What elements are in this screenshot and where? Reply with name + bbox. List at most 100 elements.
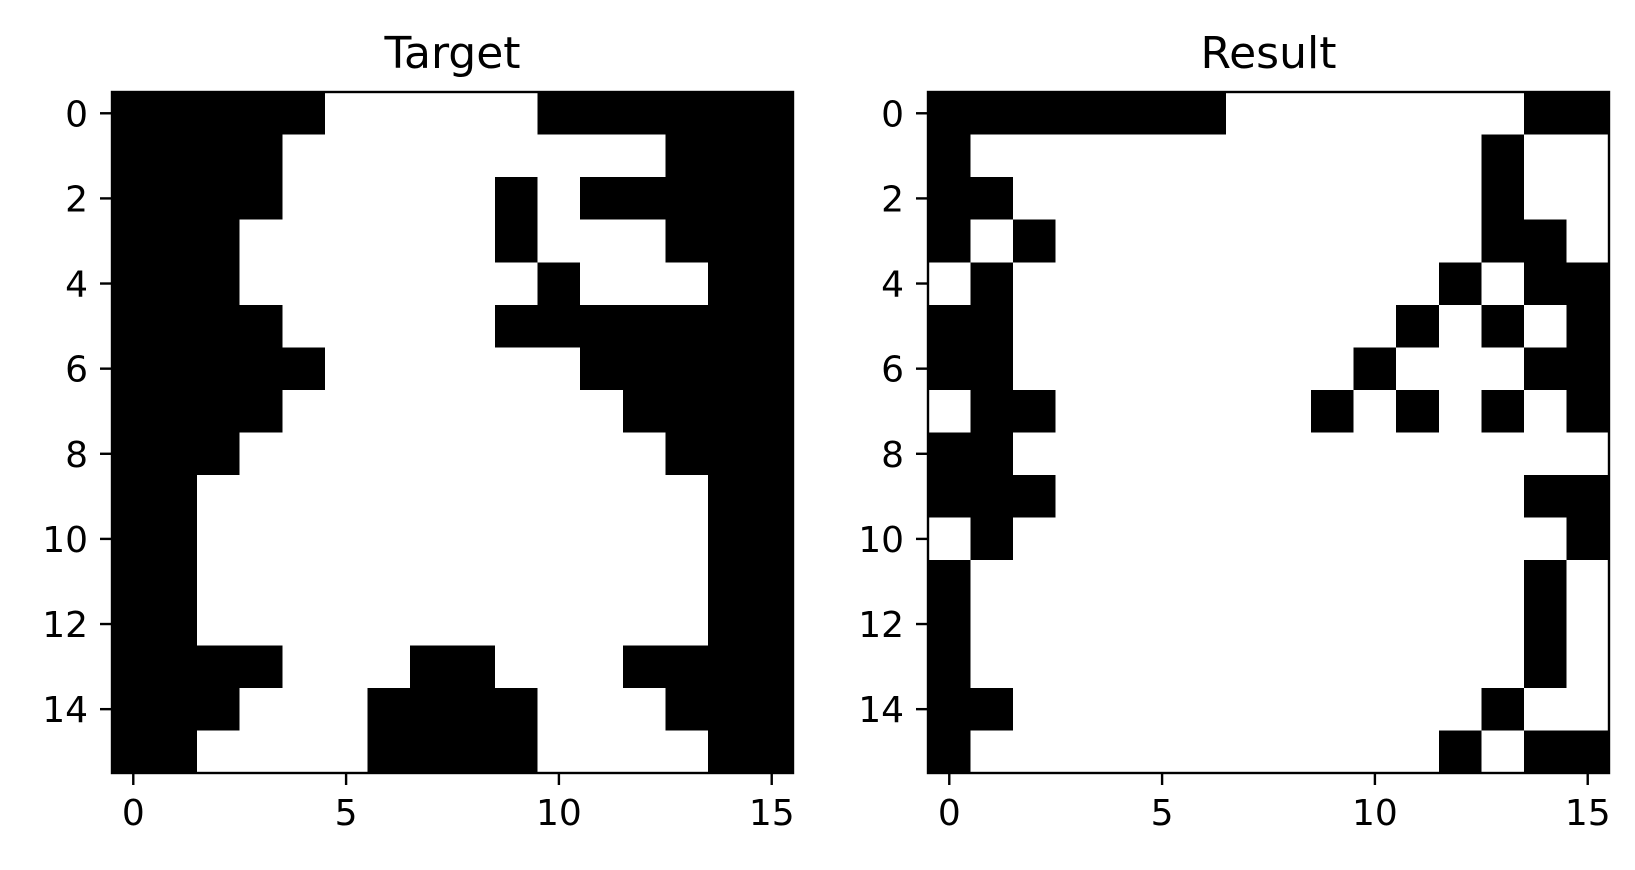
heatmap-cell — [1311, 475, 1355, 519]
heatmap-cell — [622, 602, 666, 646]
heatmap-cell — [154, 645, 198, 689]
heatmap-cell — [1183, 262, 1227, 306]
heatmap-cell — [197, 475, 241, 519]
heatmap-cell — [452, 730, 496, 774]
heatmap-cell — [239, 219, 283, 263]
heatmap-cell — [495, 475, 539, 519]
heatmap-cell — [495, 347, 539, 391]
heatmap-cell — [324, 517, 368, 561]
heatmap-cell — [1183, 560, 1227, 604]
heatmap-cell — [1183, 134, 1227, 178]
heatmap-cell — [537, 262, 581, 306]
heatmap-cell — [1098, 304, 1142, 348]
heatmap-cell — [580, 432, 624, 476]
heatmap-cell — [970, 730, 1014, 774]
heatmap-cell — [154, 687, 198, 732]
heatmap-cell — [1013, 560, 1057, 604]
heatmap-cell — [1566, 687, 1610, 732]
heatmap-cell — [1438, 219, 1482, 263]
heatmap-cell — [409, 389, 454, 434]
heatmap-cell — [1566, 560, 1610, 604]
heatmap-cell — [452, 602, 496, 646]
heatmap-cell — [1311, 560, 1355, 604]
heatmap-cell — [197, 262, 241, 306]
heatmap-cell — [1140, 560, 1184, 604]
heatmap-cell — [324, 134, 368, 178]
heatmap-cell — [1438, 730, 1482, 774]
heatmap-cell — [970, 602, 1014, 646]
heatmap-cell — [1098, 389, 1142, 434]
heatmap-cell — [1438, 687, 1482, 732]
heatmap-cell — [1268, 475, 1312, 519]
heatmap-cell — [1013, 177, 1057, 221]
heatmap-cell — [154, 517, 198, 561]
heatmap-cell — [970, 304, 1014, 348]
heatmap-cell — [1566, 177, 1610, 221]
heatmap-cell — [197, 730, 241, 774]
heatmap-cell — [1353, 687, 1397, 732]
heatmap-cell — [1523, 92, 1568, 136]
heatmap-cell — [1481, 134, 1525, 178]
heatmap-cell — [1353, 645, 1397, 689]
heatmap-cell — [1353, 134, 1397, 178]
heatmap-cell — [1013, 475, 1057, 519]
chart-title: Target — [383, 28, 520, 79]
heatmap-cell — [707, 645, 752, 689]
heatmap-cell — [1055, 177, 1099, 221]
heatmap-cell — [1098, 347, 1142, 391]
y-tick-label: 0 — [65, 94, 88, 135]
heatmap-cell — [580, 219, 624, 263]
heatmap-cell — [1481, 475, 1525, 519]
heatmap-cell — [580, 134, 624, 178]
heatmap-cell — [282, 560, 326, 604]
heatmap-cell — [1353, 560, 1397, 604]
heatmap-cell — [665, 92, 709, 136]
x-tick-label: 0 — [122, 793, 145, 834]
heatmap-cell — [409, 602, 454, 646]
heatmap-cell — [1055, 475, 1099, 519]
heatmap-cell — [1523, 687, 1568, 732]
heatmap-cell — [1268, 304, 1312, 348]
heatmap-cell — [1523, 602, 1568, 646]
x-tick-label: 5 — [335, 793, 358, 834]
heatmap-cell — [197, 432, 241, 476]
heatmap-cell — [1098, 602, 1142, 646]
heatmap-cell — [1140, 687, 1184, 732]
heatmap-cell — [707, 134, 752, 178]
heatmap-cell — [495, 304, 539, 348]
heatmap-cell — [1098, 134, 1142, 178]
heatmap-cell — [452, 347, 496, 391]
heatmap-cell — [324, 730, 368, 774]
heatmap-cell — [622, 475, 666, 519]
heatmap-cell — [537, 347, 581, 391]
heatmap-cell — [1225, 92, 1270, 136]
heatmap-cell — [928, 262, 972, 306]
heatmap-cell — [1481, 304, 1525, 348]
heatmap-cell — [282, 304, 326, 348]
heatmap-cell — [1013, 517, 1057, 561]
y-tick-label: 8 — [881, 435, 904, 476]
heatmap-cell — [665, 517, 709, 561]
heatmap-cell — [452, 177, 496, 221]
heatmap-cell — [1098, 560, 1142, 604]
heatmap-cell — [622, 730, 666, 774]
heatmap-cell — [1268, 177, 1312, 221]
heatmap-cell — [282, 645, 326, 689]
heatmap-cell — [1396, 389, 1440, 434]
heatmap-cell — [928, 560, 972, 604]
heatmap-cell — [1268, 602, 1312, 646]
heatmap-cell — [452, 262, 496, 306]
heatmap-cell — [1055, 645, 1099, 689]
heatmap-cell — [197, 517, 241, 561]
heatmap-cell — [197, 560, 241, 604]
heatmap-cell — [452, 475, 496, 519]
heatmap-cell — [1523, 134, 1568, 178]
heatmap-cell — [1013, 730, 1057, 774]
heatmap-cell — [1098, 687, 1142, 732]
heatmap-cell — [928, 517, 972, 561]
heatmap-cell — [112, 560, 156, 604]
heatmap-cell — [1183, 219, 1227, 263]
heatmap-cell — [970, 219, 1014, 263]
heatmap-cell — [1055, 92, 1099, 136]
heatmap-cell — [1481, 517, 1525, 561]
